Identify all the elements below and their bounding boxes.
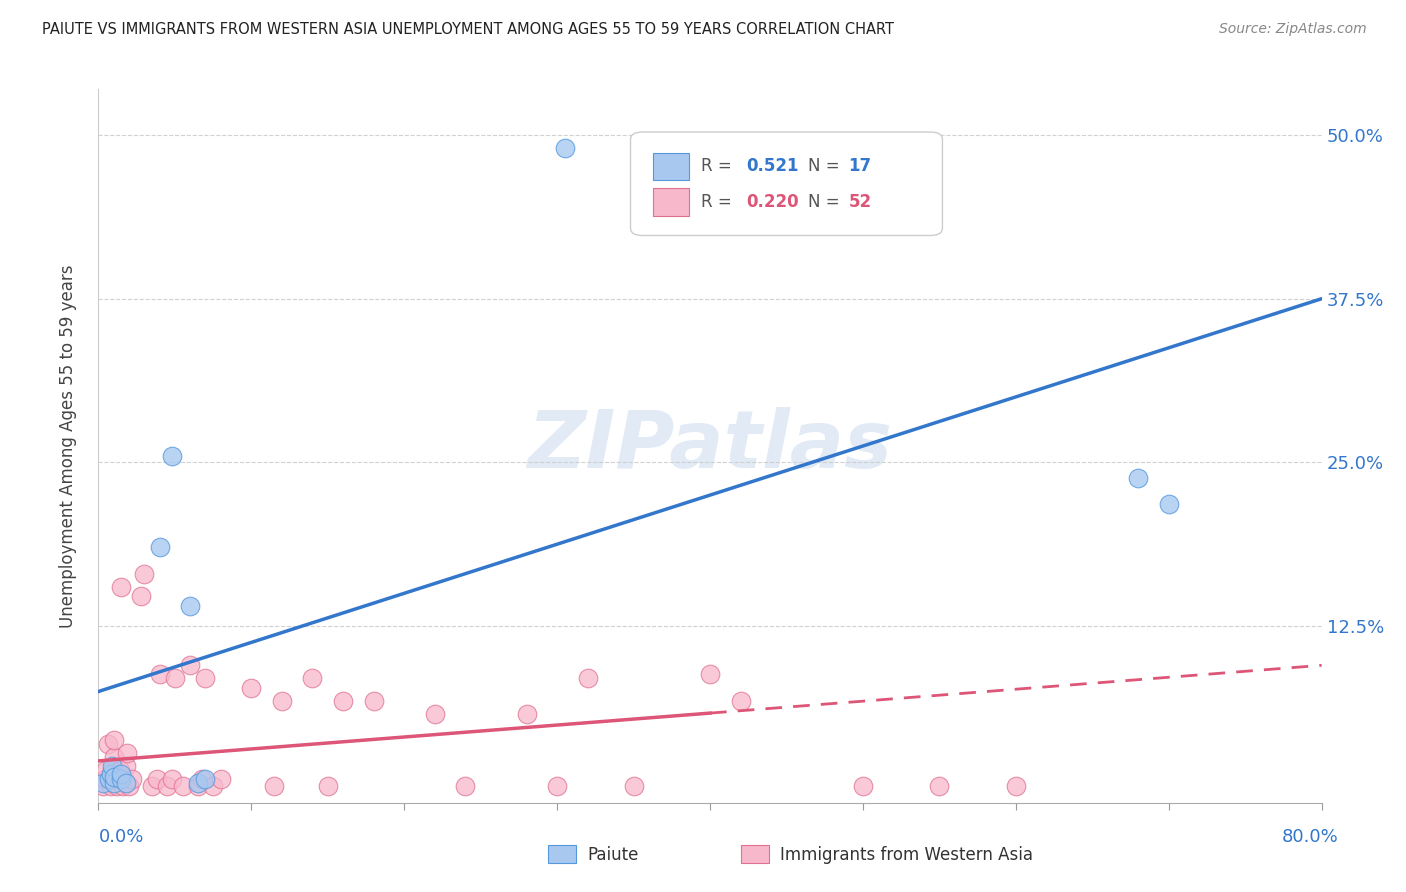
Text: PAIUTE VS IMMIGRANTS FROM WESTERN ASIA UNEMPLOYMENT AMONG AGES 55 TO 59 YEARS CO: PAIUTE VS IMMIGRANTS FROM WESTERN ASIA U… (42, 22, 894, 37)
Point (699, 667, 721, 681)
Point (97, 737, 120, 751)
Point (110, 767, 132, 781)
Point (118, 779, 141, 793)
Point (576, 672, 599, 686)
Point (454, 779, 477, 793)
Point (112, 772, 135, 787)
Point (117, 746, 139, 760)
Text: ZIPatlas: ZIPatlas (527, 407, 893, 485)
Point (187, 779, 209, 793)
FancyBboxPatch shape (652, 188, 689, 216)
Point (103, 733, 125, 747)
Point (316, 779, 339, 793)
Text: 80.0%: 80.0% (1282, 828, 1339, 846)
Point (554, 141, 576, 155)
Point (191, 772, 214, 787)
Point (263, 779, 285, 793)
Point (156, 779, 179, 793)
Text: R =: R = (702, 193, 738, 211)
Point (103, 776, 125, 790)
Point (115, 759, 138, 773)
Point (145, 772, 167, 787)
FancyBboxPatch shape (630, 132, 942, 235)
Point (149, 541, 172, 555)
Point (179, 658, 201, 673)
Point (111, 779, 134, 793)
Point (160, 772, 183, 787)
Point (100, 779, 122, 793)
Point (94, 763, 117, 777)
Point (149, 667, 172, 681)
Point (240, 681, 263, 695)
FancyBboxPatch shape (652, 153, 689, 180)
Point (101, 763, 124, 777)
Point (163, 672, 186, 686)
Point (179, 599, 201, 614)
Point (160, 449, 183, 463)
Point (209, 772, 232, 787)
Point (129, 589, 152, 603)
Point (110, 772, 132, 787)
Point (546, 779, 568, 793)
Point (202, 779, 225, 793)
Point (91, 779, 114, 793)
Point (121, 772, 143, 787)
Text: 17: 17 (848, 157, 872, 175)
Point (100, 772, 122, 787)
Text: 0.220: 0.220 (747, 193, 800, 211)
Point (107, 772, 129, 787)
Point (115, 776, 138, 790)
Text: R =: R = (702, 157, 738, 175)
Point (623, 779, 645, 793)
Point (172, 779, 194, 793)
Point (194, 772, 217, 787)
Point (141, 779, 163, 793)
Point (187, 776, 209, 790)
Point (103, 770, 125, 784)
Text: N =: N = (808, 193, 845, 211)
Point (928, 779, 950, 793)
Point (103, 750, 125, 764)
Point (516, 706, 538, 721)
Point (98, 772, 121, 787)
Y-axis label: Unemployment Among Ages 55 to 59 years: Unemployment Among Ages 55 to 59 years (59, 264, 77, 628)
Point (194, 672, 217, 686)
Point (134, 566, 156, 581)
Point (1157, 497, 1180, 511)
Text: N =: N = (808, 157, 845, 175)
Point (730, 694, 752, 708)
Point (363, 694, 385, 708)
Point (423, 706, 446, 721)
Text: 52: 52 (848, 193, 872, 211)
Text: Paiute: Paiute (588, 846, 640, 863)
Point (105, 779, 128, 793)
Point (270, 694, 292, 708)
Text: 0.0%: 0.0% (98, 828, 143, 846)
Text: Source: ZipAtlas.com: Source: ZipAtlas.com (1219, 22, 1367, 37)
Point (301, 672, 323, 686)
Point (852, 779, 875, 793)
Point (93, 772, 115, 787)
Point (1128, 471, 1150, 485)
Text: Immigrants from Western Asia: Immigrants from Western Asia (780, 846, 1033, 863)
Text: 0.521: 0.521 (747, 157, 799, 175)
Point (108, 763, 131, 777)
Point (91, 776, 114, 790)
Point (101, 759, 124, 773)
Point (1004, 779, 1026, 793)
Point (100, 767, 122, 781)
Point (110, 580, 132, 594)
Point (332, 694, 354, 708)
